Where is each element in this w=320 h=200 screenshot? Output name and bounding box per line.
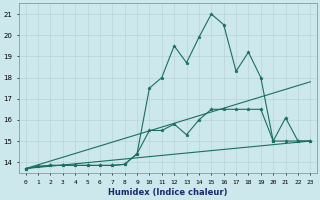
X-axis label: Humidex (Indice chaleur): Humidex (Indice chaleur) — [108, 188, 228, 197]
